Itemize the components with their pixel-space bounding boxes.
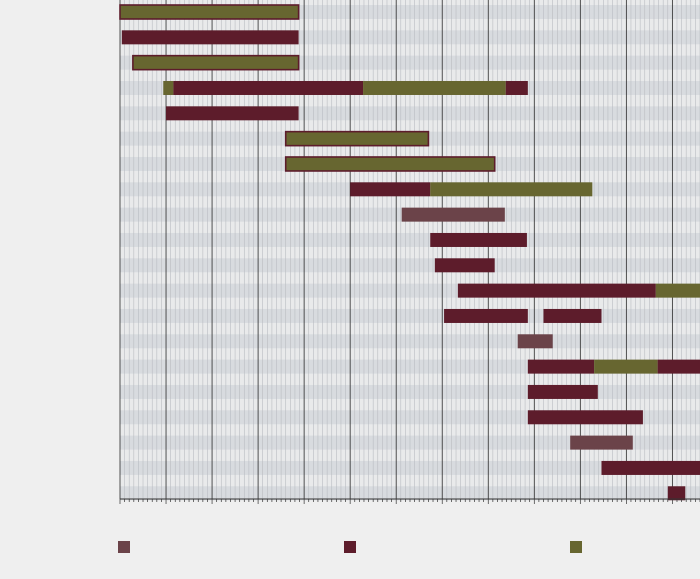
gantt-bar — [517, 334, 553, 349]
gantt-bar — [284, 156, 496, 172]
gantt-bar — [570, 435, 633, 450]
gantt-bar — [527, 410, 643, 425]
legend — [118, 541, 582, 553]
gantt-bar — [434, 258, 495, 273]
gantt-bar — [284, 130, 430, 147]
gantt-bar — [594, 359, 658, 374]
gantt-bars — [119, 4, 700, 501]
gantt-bar — [166, 106, 299, 121]
x-axis — [119, 498, 700, 504]
legend-swatch-b — [344, 541, 356, 553]
gantt-bar — [173, 80, 364, 95]
gantt-bar — [119, 4, 300, 20]
gantt-bar — [527, 384, 598, 399]
gantt-bar — [163, 80, 174, 95]
gantt-bar — [363, 80, 506, 95]
gantt-bar — [132, 54, 300, 71]
gantt-bar — [444, 308, 528, 323]
legend-swatch-a — [118, 541, 130, 553]
gantt-bar — [430, 232, 527, 247]
gantt-bar — [667, 486, 686, 501]
gantt-bar — [401, 207, 505, 222]
legend-swatch-c — [570, 541, 582, 553]
gantt-bar — [430, 182, 593, 197]
gantt-bar — [527, 359, 595, 374]
gantt-bar — [505, 80, 528, 95]
gantt-bar — [457, 283, 656, 298]
gantt-bar — [655, 283, 700, 298]
gantt-bar — [350, 182, 431, 197]
gantt-bar — [543, 308, 602, 323]
gantt-bar — [657, 359, 700, 374]
gantt-bar — [601, 460, 700, 475]
gantt-bar — [121, 30, 299, 45]
